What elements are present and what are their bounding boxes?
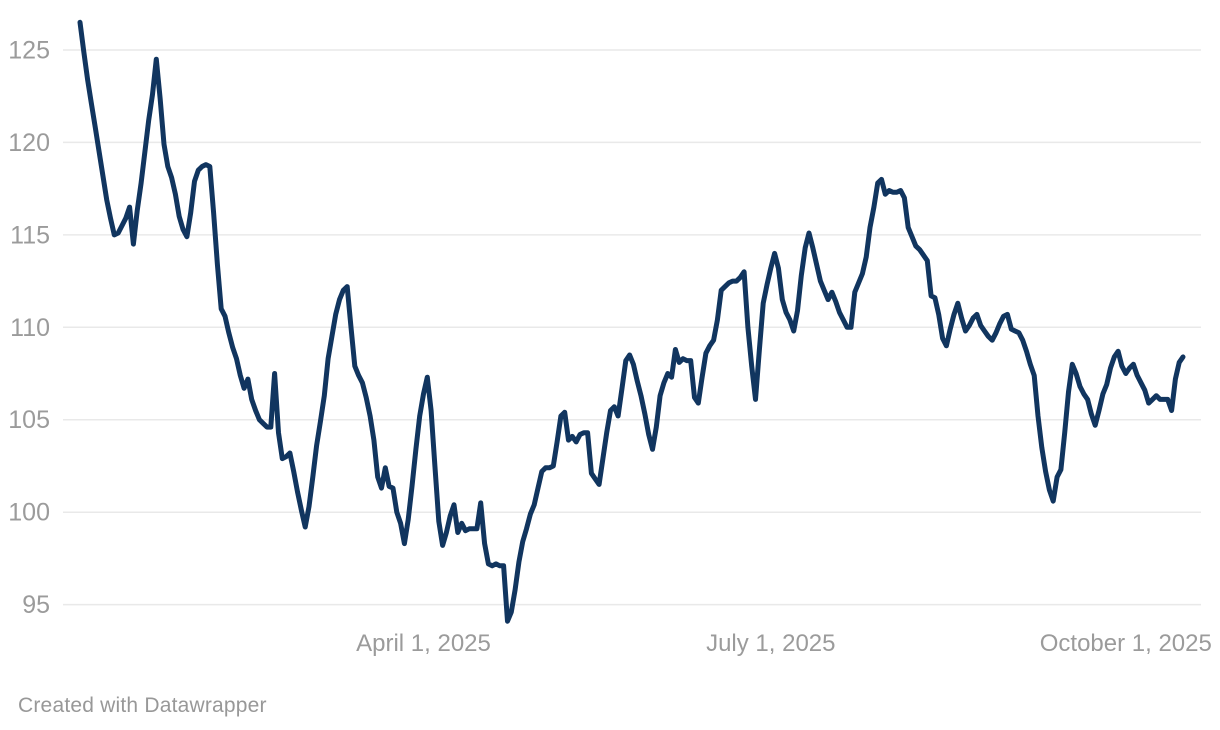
y-axis-tick-label: 105 (8, 406, 50, 434)
y-axis-tick-label: 110 (10, 314, 50, 342)
y-axis-tick-label: 100 (8, 499, 50, 527)
y-axis-tick-label: 95 (22, 591, 50, 619)
x-axis-tick-label: October 1, 2025 (1040, 630, 1212, 657)
y-axis-tick-label: 115 (10, 221, 50, 249)
x-axis-tick-label: April 1, 2025 (356, 630, 491, 657)
data-line-series (77, 19, 1186, 624)
y-axis-tick-label: 120 (8, 129, 50, 157)
x-axis-tick-label: July 1, 2025 (706, 630, 835, 657)
y-axis-tick-label: 125 (8, 37, 50, 65)
footer-credit: Created with Datawrapper (18, 694, 267, 717)
